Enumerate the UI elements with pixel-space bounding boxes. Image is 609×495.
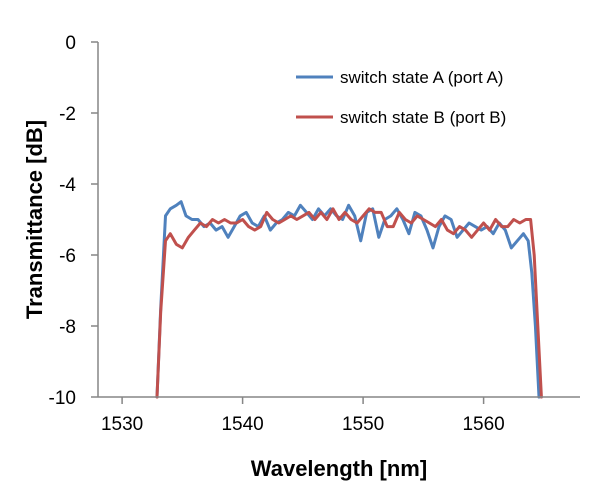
x-axis-title: Wavelength [nm] bbox=[251, 456, 427, 481]
legend: switch state A (port A) switch state B (p… bbox=[296, 68, 506, 127]
legend-label: switch state A (port A) bbox=[340, 68, 503, 87]
y-tick-label: 0 bbox=[65, 33, 76, 54]
series-line-b bbox=[155, 207, 543, 399]
y-tick-label: -4 bbox=[59, 175, 76, 196]
y-tick-label: -6 bbox=[59, 246, 76, 267]
y-tick-label: -10 bbox=[49, 388, 76, 409]
y-axis-ticks: 0 -2 -4 -6 -8 -10 bbox=[49, 33, 98, 409]
x-axis-ticks: 1530 1540 1550 1560 bbox=[101, 397, 505, 435]
series-line-a bbox=[155, 200, 541, 399]
x-tick-label: 1560 bbox=[462, 414, 504, 435]
y-tick-label: -8 bbox=[59, 317, 76, 338]
series-layer bbox=[155, 200, 543, 399]
x-tick-label: 1530 bbox=[101, 414, 143, 435]
y-tick-label: -2 bbox=[59, 104, 76, 125]
x-tick-label: 1540 bbox=[221, 414, 263, 435]
legend-label: switch state B (port B) bbox=[340, 108, 506, 127]
x-tick-label: 1550 bbox=[342, 414, 384, 435]
y-axis-title: Transmittance [dB] bbox=[22, 120, 47, 319]
